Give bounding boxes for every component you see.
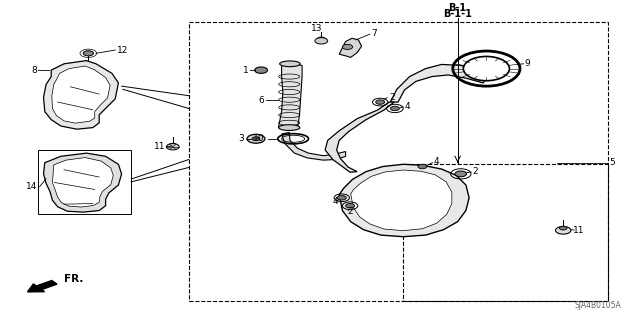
Circle shape [170,143,176,146]
Text: 1: 1 [243,66,248,75]
Ellipse shape [463,56,509,81]
Polygon shape [390,64,486,102]
Polygon shape [339,164,469,237]
Polygon shape [339,38,362,57]
Polygon shape [52,66,110,123]
Polygon shape [44,153,122,212]
Text: 7: 7 [371,29,377,38]
Polygon shape [278,64,302,128]
Text: FR.: FR. [64,274,83,284]
Text: 9: 9 [525,59,531,68]
Text: B-1-1: B-1-1 [443,9,472,19]
Text: 13: 13 [311,24,323,33]
Text: 4: 4 [333,197,339,206]
Circle shape [556,226,571,234]
Polygon shape [52,158,113,207]
Circle shape [418,164,427,169]
Polygon shape [351,170,452,231]
Text: 2: 2 [472,167,478,176]
Circle shape [317,37,325,41]
Text: 8: 8 [31,66,37,75]
Polygon shape [44,61,118,129]
Text: 6: 6 [258,96,264,105]
Circle shape [166,144,179,150]
Bar [403,164,608,301]
Text: 12: 12 [117,46,129,55]
Circle shape [559,226,567,230]
Circle shape [315,38,328,44]
Text: B-1: B-1 [449,3,467,13]
Circle shape [390,106,399,111]
Circle shape [346,204,355,208]
Circle shape [255,67,268,73]
Bar [38,150,131,214]
Text: SJA4B0105A: SJA4B0105A [574,301,621,310]
Ellipse shape [279,125,300,130]
Text: 4: 4 [404,102,410,111]
FancyArrow shape [28,280,57,292]
Text: 3: 3 [239,134,244,143]
Circle shape [376,100,385,104]
Text: 10: 10 [253,134,264,143]
Circle shape [247,134,265,143]
Text: 4: 4 [434,157,440,166]
Text: 5: 5 [609,158,615,167]
Bar [189,22,608,301]
Circle shape [83,51,93,56]
Polygon shape [282,132,346,160]
Text: 11: 11 [154,142,165,151]
Circle shape [337,196,346,200]
Polygon shape [325,102,394,172]
Text: 2: 2 [389,93,395,102]
Circle shape [342,44,353,49]
Text: 14: 14 [26,182,37,191]
Text: 11: 11 [573,226,584,235]
Circle shape [455,171,467,177]
Text: 2: 2 [347,207,353,216]
Circle shape [252,137,260,141]
Ellipse shape [280,61,300,67]
